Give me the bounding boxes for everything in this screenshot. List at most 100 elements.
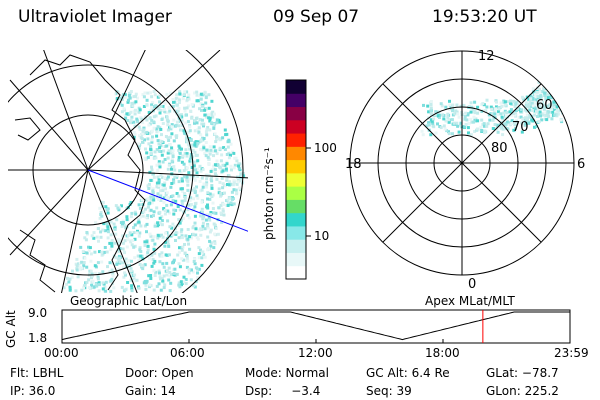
emission-pixel — [207, 106, 211, 110]
emission-pixel — [189, 139, 193, 142]
emission-pixel — [145, 118, 149, 122]
emission-pixel — [110, 268, 114, 272]
emission-pixel — [427, 121, 431, 125]
emission-pixel — [136, 120, 140, 124]
emission-pixel — [206, 203, 209, 207]
emission-pixel — [506, 127, 510, 131]
emission-pixel — [184, 166, 188, 170]
emission-pixel — [193, 121, 196, 125]
emission-pixel — [113, 241, 117, 245]
emission-pixel — [545, 104, 549, 108]
geographic-projection-label: Geographic Lat/Lon — [70, 294, 188, 308]
emission-pixel — [167, 105, 171, 109]
emission-pixel — [191, 232, 195, 236]
emission-pixel — [175, 109, 179, 113]
emission-pixel — [172, 100, 175, 104]
emission-pixel — [208, 230, 212, 234]
emission-pixel — [237, 164, 240, 168]
emission-pixel — [150, 165, 153, 169]
emission-pixel — [220, 153, 224, 157]
emission-pixel — [163, 176, 167, 180]
emission-pixel — [125, 218, 129, 222]
emission-pixel — [98, 250, 101, 254]
emission-pixel — [163, 244, 167, 248]
emission-pixel — [148, 91, 152, 95]
emission-pixel — [131, 104, 135, 108]
emission-pixel — [188, 125, 192, 129]
emission-pixel — [202, 92, 205, 96]
emission-pixel — [109, 220, 113, 224]
emission-pixel — [141, 267, 145, 271]
emission-pixel — [509, 101, 513, 105]
emission-pixel — [172, 180, 176, 184]
emission-pixel — [431, 124, 435, 128]
emission-pixel — [129, 278, 133, 282]
emission-pixel — [167, 211, 171, 215]
emission-pixel — [65, 282, 69, 286]
emission-pixel — [168, 289, 172, 293]
emission-pixel — [114, 232, 118, 236]
emission-pixel — [183, 109, 187, 113]
emission-pixel — [516, 107, 519, 111]
emission-pixel — [124, 273, 127, 277]
emission-pixel — [238, 162, 242, 166]
emission-pixel — [185, 265, 189, 269]
emission-pixel — [83, 236, 87, 240]
emission-pixel — [148, 131, 152, 135]
emission-pixel — [421, 133, 425, 137]
emission-pixel — [145, 240, 149, 244]
emission-pixel — [74, 262, 78, 266]
emission-pixel — [146, 137, 150, 141]
emission-pixel — [156, 139, 160, 143]
emission-pixel — [505, 120, 509, 124]
emission-pixel — [537, 99, 540, 103]
emission-pixel — [472, 115, 476, 119]
emission-pixel — [528, 108, 532, 112]
emission-pixel — [204, 101, 208, 105]
emission-pixel — [474, 119, 478, 123]
emission-pixel — [213, 172, 217, 176]
emission-pixel — [149, 199, 153, 203]
emission-pixel — [209, 169, 213, 173]
emission-pixel — [205, 181, 209, 185]
emission-pixel — [202, 137, 206, 140]
emission-pixel — [184, 121, 188, 125]
emission-pixel — [210, 184, 214, 188]
emission-pixel — [193, 177, 197, 181]
emission-pixel — [96, 275, 100, 279]
emission-pixel — [180, 119, 184, 123]
emission-pixel — [444, 105, 448, 109]
emission-pixel — [152, 90, 156, 93]
emission-pixel — [183, 131, 187, 135]
emission-pixel — [177, 144, 181, 148]
emission-pixel — [200, 122, 204, 126]
emission-pixel — [429, 103, 433, 107]
emission-pixel — [184, 148, 188, 152]
emission-pixel — [122, 107, 126, 111]
emission-pixel — [499, 125, 503, 129]
emission-pixel — [178, 246, 181, 250]
emission-pixel — [509, 99, 512, 103]
emission-pixel — [184, 282, 188, 286]
emission-pixel — [485, 98, 489, 102]
emission-pixel — [152, 198, 156, 202]
emission-pixel — [121, 220, 125, 224]
emission-pixel — [445, 129, 449, 133]
emission-pixel — [170, 132, 174, 136]
emission-pixel — [447, 120, 451, 124]
emission-pixel — [192, 174, 196, 178]
emission-pixel — [162, 196, 166, 200]
emission-pixel — [536, 95, 540, 98]
emission-pixel — [95, 235, 99, 239]
emission-pixel — [201, 224, 205, 228]
emission-pixel — [76, 275, 80, 279]
auroral-emission-polar — [420, 80, 569, 137]
emission-pixel — [148, 285, 151, 289]
emission-pixel — [156, 233, 160, 237]
emission-pixel — [528, 94, 532, 98]
emission-pixel — [474, 117, 478, 121]
emission-pixel — [205, 212, 209, 216]
emission-pixel — [208, 197, 212, 201]
emission-pixel — [141, 132, 145, 136]
emission-pixel — [513, 113, 517, 117]
